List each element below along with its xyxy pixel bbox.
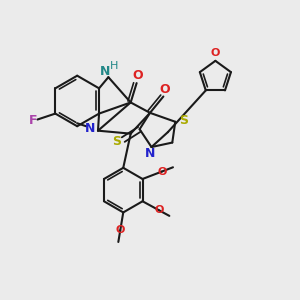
Text: O: O <box>116 225 125 235</box>
Text: N: N <box>145 147 155 160</box>
Text: O: O <box>211 48 220 59</box>
Text: N: N <box>85 122 96 135</box>
Text: H: H <box>110 61 118 71</box>
Text: S: S <box>112 136 121 148</box>
Text: O: O <box>133 69 143 82</box>
Text: S: S <box>179 114 188 127</box>
Text: O: O <box>157 167 167 176</box>
Text: F: F <box>29 114 37 127</box>
Text: O: O <box>154 205 164 215</box>
Text: N: N <box>100 65 111 78</box>
Text: O: O <box>160 82 170 96</box>
